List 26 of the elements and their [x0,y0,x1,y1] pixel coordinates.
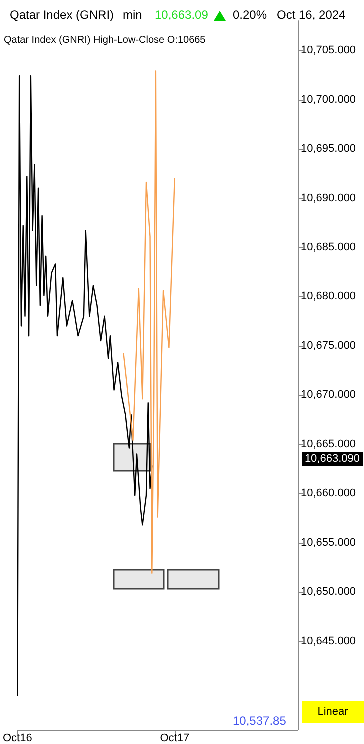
line-series [17,76,153,696]
y-tick-label: 10,665.000 [301,438,356,450]
x-tick-label: Oct17 [160,732,190,744]
y-tick-label: 10,705.000 [301,44,356,57]
y-tick-label: 10,655.000 [301,536,356,549]
y-tick-label: 10,690.000 [301,192,356,204]
text: 10,663.090 [302,452,363,466]
y-tick-label: 10,680.000 [301,290,356,303]
text: Qatar Index (GNRI) High-Low-Close O:10665 [4,35,206,46]
y-tick-label: 10,675.000 [301,340,356,352]
line-series [123,70,176,574]
y-tick-label: 10,670.000 [301,389,356,402]
annotation: 10,537.85 [233,714,286,728]
y-tick-label: 10,650.000 [301,586,356,598]
text: Linear [302,701,364,723]
annotation: 10,663.09 [155,8,208,22]
x-tick-label: Oct16 [2,732,32,744]
y-tick-label: 10,685.000 [301,241,356,254]
y-tick-label: 10,700.000 [301,94,356,106]
y-tick-label: 10,660.000 [301,488,356,500]
annotation: Oct 16, 2024 [277,8,346,22]
annotation: min [123,8,142,22]
annotation: 0.20% [233,8,268,22]
y-tick-label: 10,695.000 [301,143,356,156]
y-tick-label: 10,645.000 [301,635,356,648]
chart-title: Qatar Index (GNRI) [10,8,114,22]
